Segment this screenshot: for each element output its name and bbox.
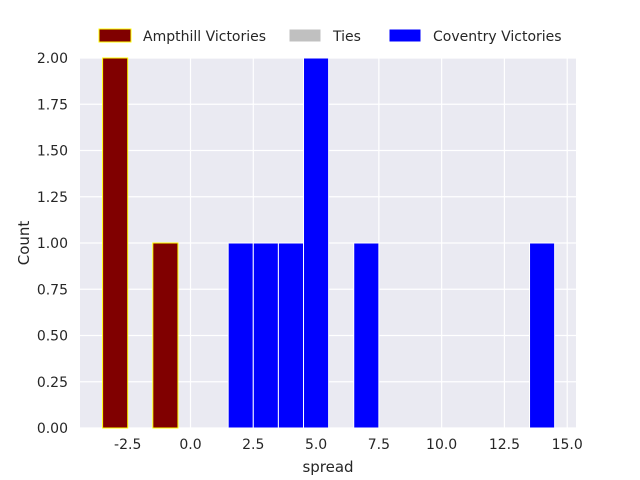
legend-swatch	[388, 28, 422, 43]
legend-label: Ties	[332, 29, 361, 45]
histogram-bar	[152, 242, 179, 429]
histogram-bar	[529, 242, 556, 429]
x-tick-label: 15.0	[552, 437, 583, 453]
histogram-bar	[102, 57, 129, 429]
x-tick-label: 12.5	[489, 437, 520, 453]
y-tick-label: 1.75	[37, 97, 68, 113]
y-tick-label: 0.25	[37, 375, 68, 391]
histogram-bar	[227, 242, 254, 429]
legend-swatch	[98, 28, 132, 43]
histogram-bar	[277, 242, 305, 429]
histogram-bar	[303, 57, 330, 429]
x-tick-label: 7.5	[368, 437, 390, 453]
legend-label: Ampthill Victories	[143, 29, 266, 45]
legend: Ampthill Victories Ties Coventry Victories	[98, 28, 562, 45]
y-tick-label: 1.50	[37, 144, 68, 160]
y-tick-label: 1.25	[37, 190, 68, 206]
legend-label: Coventry Victories	[433, 29, 562, 45]
x-tick-label: 2.5	[242, 437, 264, 453]
x-tick-label: 10.0	[426, 437, 457, 453]
y-tick-label: 2.00	[37, 51, 68, 67]
histogram-bar	[353, 242, 380, 429]
y-axis-label: Count	[15, 221, 33, 266]
legend-swatch	[288, 28, 322, 43]
x-tick-label: 0.0	[179, 437, 201, 453]
x-tick-label: -2.5	[114, 437, 141, 453]
x-axis-label: spread	[302, 458, 353, 476]
y-tick-label: 0.50	[37, 329, 68, 345]
x-tick-label: 5.0	[305, 437, 327, 453]
x-tick-labels: -2.5 0.0 2.5 5.0 7.5 10.0 12.5 15.0	[114, 437, 583, 453]
y-tick-label: 0.75	[37, 282, 68, 298]
histogram-bar	[252, 242, 279, 429]
bars-group	[102, 57, 556, 429]
y-tick-label: 0.00	[37, 421, 68, 437]
y-tick-labels: 0.00 0.25 0.50 0.75 1.00 1.25 1.50 1.75 2.00	[37, 51, 68, 437]
y-tick-label: 1.00	[37, 236, 68, 252]
